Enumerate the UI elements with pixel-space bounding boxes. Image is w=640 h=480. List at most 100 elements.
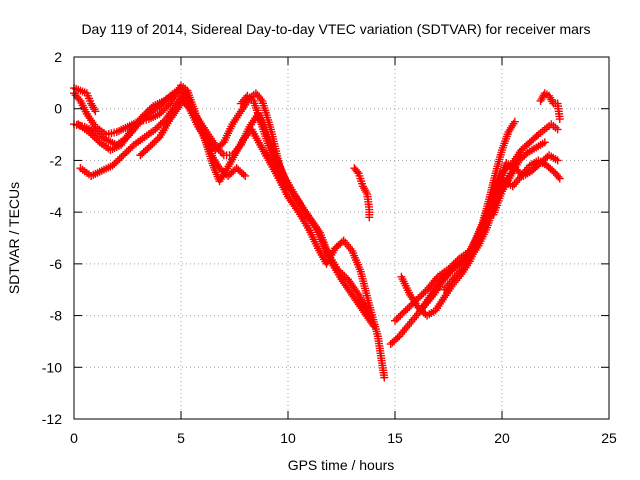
data-point <box>155 109 164 118</box>
data-point <box>110 159 119 168</box>
x-axis-label: GPS time / hours <box>288 457 395 473</box>
data-point <box>86 129 95 138</box>
y-tick-label: 2 <box>54 49 62 65</box>
data-point <box>145 105 154 114</box>
data-series <box>536 89 564 124</box>
data-point <box>555 115 564 124</box>
data-series <box>236 91 312 222</box>
data-point <box>417 290 426 299</box>
data-series <box>350 164 374 222</box>
data-point <box>117 152 126 161</box>
data-point <box>124 146 133 155</box>
data-series <box>74 89 378 330</box>
data-point <box>91 107 100 116</box>
grid-lines <box>74 57 609 419</box>
data-point <box>74 95 83 104</box>
data-point <box>353 167 362 176</box>
data-point <box>92 134 101 143</box>
data-point <box>415 292 424 301</box>
data-point <box>403 304 412 313</box>
data-point <box>393 333 402 342</box>
data-point <box>126 144 135 153</box>
data-point <box>362 188 371 197</box>
y-tick-label: 0 <box>54 101 62 117</box>
data-point <box>553 156 562 165</box>
data-point <box>394 313 403 322</box>
data-point <box>380 373 389 382</box>
data-point <box>119 151 128 160</box>
data-point <box>303 213 312 222</box>
data-point <box>398 309 407 318</box>
data-point <box>540 138 549 147</box>
x-tick-label: 25 <box>601 430 617 446</box>
data-point <box>156 120 165 129</box>
x-tick-label: 5 <box>177 430 185 446</box>
data-point <box>401 306 410 315</box>
data-point <box>175 101 184 110</box>
data-point <box>510 117 519 126</box>
data-point <box>150 138 159 147</box>
data-series <box>489 138 549 219</box>
data-point <box>365 311 374 320</box>
data-point <box>90 133 99 142</box>
chart-title: Day 119 of 2014, Sidereal Day-to-day VTE… <box>81 21 590 37</box>
data-point <box>177 99 185 108</box>
data-point <box>554 172 563 181</box>
data-point <box>140 110 149 119</box>
data-point <box>144 143 153 152</box>
data-point <box>142 109 151 118</box>
data-point <box>335 266 344 275</box>
data-point <box>154 121 163 130</box>
data-point <box>160 104 169 113</box>
data-point <box>121 149 130 158</box>
data-points <box>70 81 564 382</box>
data-point <box>419 289 428 298</box>
data-point <box>353 288 362 297</box>
x-tick-label: 0 <box>70 430 78 446</box>
data-point <box>157 108 166 117</box>
data-point <box>162 102 171 111</box>
data-point <box>369 321 378 330</box>
data-point <box>159 106 168 115</box>
data-point <box>338 270 347 279</box>
data-point <box>333 265 342 274</box>
data-point <box>340 271 349 280</box>
data-point <box>293 195 302 204</box>
data-point <box>392 315 401 324</box>
y-tick-label: -2 <box>50 152 63 168</box>
x-tick-label: 15 <box>387 430 403 446</box>
data-point <box>146 141 155 150</box>
data-point <box>148 140 157 149</box>
data-point <box>239 170 248 179</box>
y-tick-label: -4 <box>50 204 63 220</box>
data-point <box>90 105 99 114</box>
y-tick-label: -10 <box>42 359 62 375</box>
data-point <box>88 131 97 140</box>
y-tick-label: -6 <box>50 256 63 272</box>
data-point <box>152 136 161 145</box>
data-point <box>368 319 377 328</box>
data-point <box>153 123 162 132</box>
x-tick-label: 10 <box>280 430 296 446</box>
data-point <box>405 302 414 311</box>
data-point <box>241 171 250 180</box>
data-point <box>310 221 319 230</box>
y-tick-label: -12 <box>42 411 62 427</box>
data-point <box>555 174 564 183</box>
data-point <box>108 161 117 170</box>
data-point <box>151 125 160 134</box>
data-point <box>138 112 147 121</box>
data-point <box>143 107 152 116</box>
data-point <box>396 311 405 320</box>
data-point <box>365 213 374 222</box>
y-axis-label: SDTVAR / TECUs <box>6 182 22 294</box>
data-point <box>113 156 122 165</box>
data-point <box>115 154 124 163</box>
data-series <box>136 99 185 160</box>
x-tick-label: 20 <box>494 430 510 446</box>
data-point <box>256 95 265 104</box>
data-point <box>391 316 399 325</box>
data-point <box>84 127 93 136</box>
data-point <box>399 308 408 317</box>
